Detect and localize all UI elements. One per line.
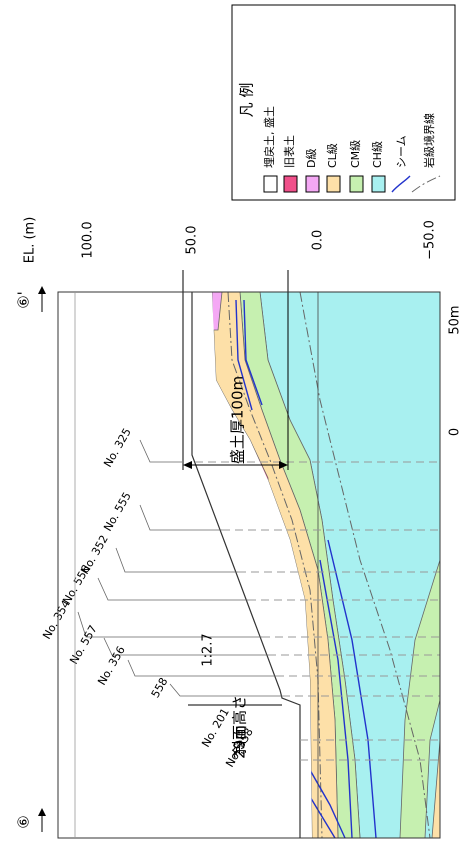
legend-label: 岩級境界線 [422, 113, 436, 168]
legend-label: 埋戻土, 盛土 [262, 106, 276, 168]
borehole-label: 558 [149, 675, 171, 700]
legend-swatch [350, 176, 363, 192]
page: {"header": {"section_start": "⑥", "secti… [0, 0, 470, 850]
section-end: ⑥' [15, 291, 33, 309]
elevation-tick: 50.0 [185, 226, 200, 255]
arrow-head [38, 286, 46, 294]
legend-label: CM級 [349, 140, 362, 168]
borehole-label: No. 555 [101, 490, 134, 534]
legend-label: 旧表土 [282, 135, 296, 168]
leader [170, 684, 282, 696]
leader [140, 505, 222, 530]
legend-label: CL級 [326, 143, 339, 168]
elevation-label: EL. (m) [23, 217, 38, 264]
arrow-head [183, 461, 192, 469]
legend-swatch [264, 176, 277, 192]
borehole-label: No. 556 [60, 563, 93, 607]
legend-swatch [284, 176, 297, 192]
elevation-tick: 100.0 [81, 221, 96, 258]
legend: 凡 例 埋戻土, 盛土 旧表土 D級 CL級 CM級 CH級 シーム 岩級境界線 [232, 5, 455, 200]
legend-swatch [327, 176, 340, 192]
leader [140, 440, 182, 462]
cross-section: No. 325 No. 555 No. 352 No. 556 No. 354 … [0, 0, 470, 850]
legend-swatch [372, 176, 385, 192]
elevation-tick: −50.0 [423, 220, 438, 260]
legend-label: D級 [305, 149, 318, 168]
borehole-label: No. 356 [95, 644, 128, 688]
borehole-label: No. 325 [101, 426, 134, 470]
scale-start: 0 [448, 428, 463, 436]
scale-end: 50m [448, 305, 463, 334]
borehole-label: No. 354 [40, 598, 73, 642]
section-start: ⑥ [15, 815, 33, 828]
legend-title: 凡 例 [238, 83, 256, 118]
leader [104, 638, 268, 655]
legend-label: CH級 [371, 141, 384, 168]
leader [98, 578, 248, 600]
borehole-label: No. 201 [199, 706, 232, 750]
arrow-head [38, 808, 46, 816]
slope-height-value: 29m [231, 725, 249, 759]
leader [78, 612, 262, 637]
legend-box [232, 5, 455, 200]
fill-thickness: 盛土厚100m [229, 376, 247, 464]
legend-label: シーム [395, 135, 408, 168]
slope-ratio: 1:2.7 [201, 633, 216, 666]
leader [116, 548, 238, 572]
elevation-tick: 0.0 [311, 230, 326, 251]
legend-swatch [306, 176, 319, 192]
